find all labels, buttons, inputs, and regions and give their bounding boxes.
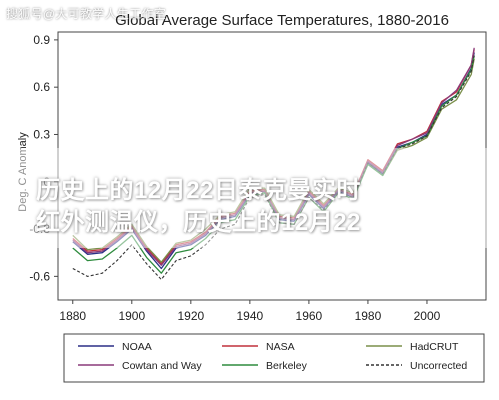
- x-tick-label: 1980: [355, 309, 382, 323]
- y-tick-label: 0.9: [33, 33, 50, 47]
- legend-label: Cowtan and Way: [122, 360, 202, 372]
- y-tick-label: -0.6: [29, 269, 50, 283]
- x-tick-label: 1960: [296, 309, 323, 323]
- x-tick-label: 1940: [237, 309, 264, 323]
- legend-label: NASA: [266, 341, 295, 353]
- legend-label: HadCRUT: [410, 341, 459, 353]
- x-tick-label: 2000: [414, 309, 441, 323]
- watermark: 搜狐号@大可教学人生工作室: [6, 7, 167, 21]
- chart-title: Global Average Surface Temperatures, 188…: [115, 12, 449, 29]
- legend-label: Berkeley: [266, 360, 308, 372]
- headline-overlay: [0, 148, 499, 248]
- legend: NOAA NASA HadCRUT Cowtan and Way Berkeley Unc…: [63, 333, 485, 383]
- legend-box: [63, 333, 485, 383]
- legend-label: Uncorrected: [410, 360, 467, 372]
- x-tick-label: 1900: [118, 309, 145, 323]
- x-tick-label: 1880: [59, 309, 86, 323]
- headline-line-1: 历史上的12月22日泰克曼实时: [36, 177, 361, 204]
- legend-label: NOAA: [122, 341, 152, 353]
- y-tick-label: 0.3: [33, 127, 50, 141]
- y-tick-label: 0.6: [33, 80, 50, 94]
- headline-line-2: 红外测温仪，历史上的12月22: [36, 209, 361, 236]
- x-tick-label: 1920: [177, 309, 204, 323]
